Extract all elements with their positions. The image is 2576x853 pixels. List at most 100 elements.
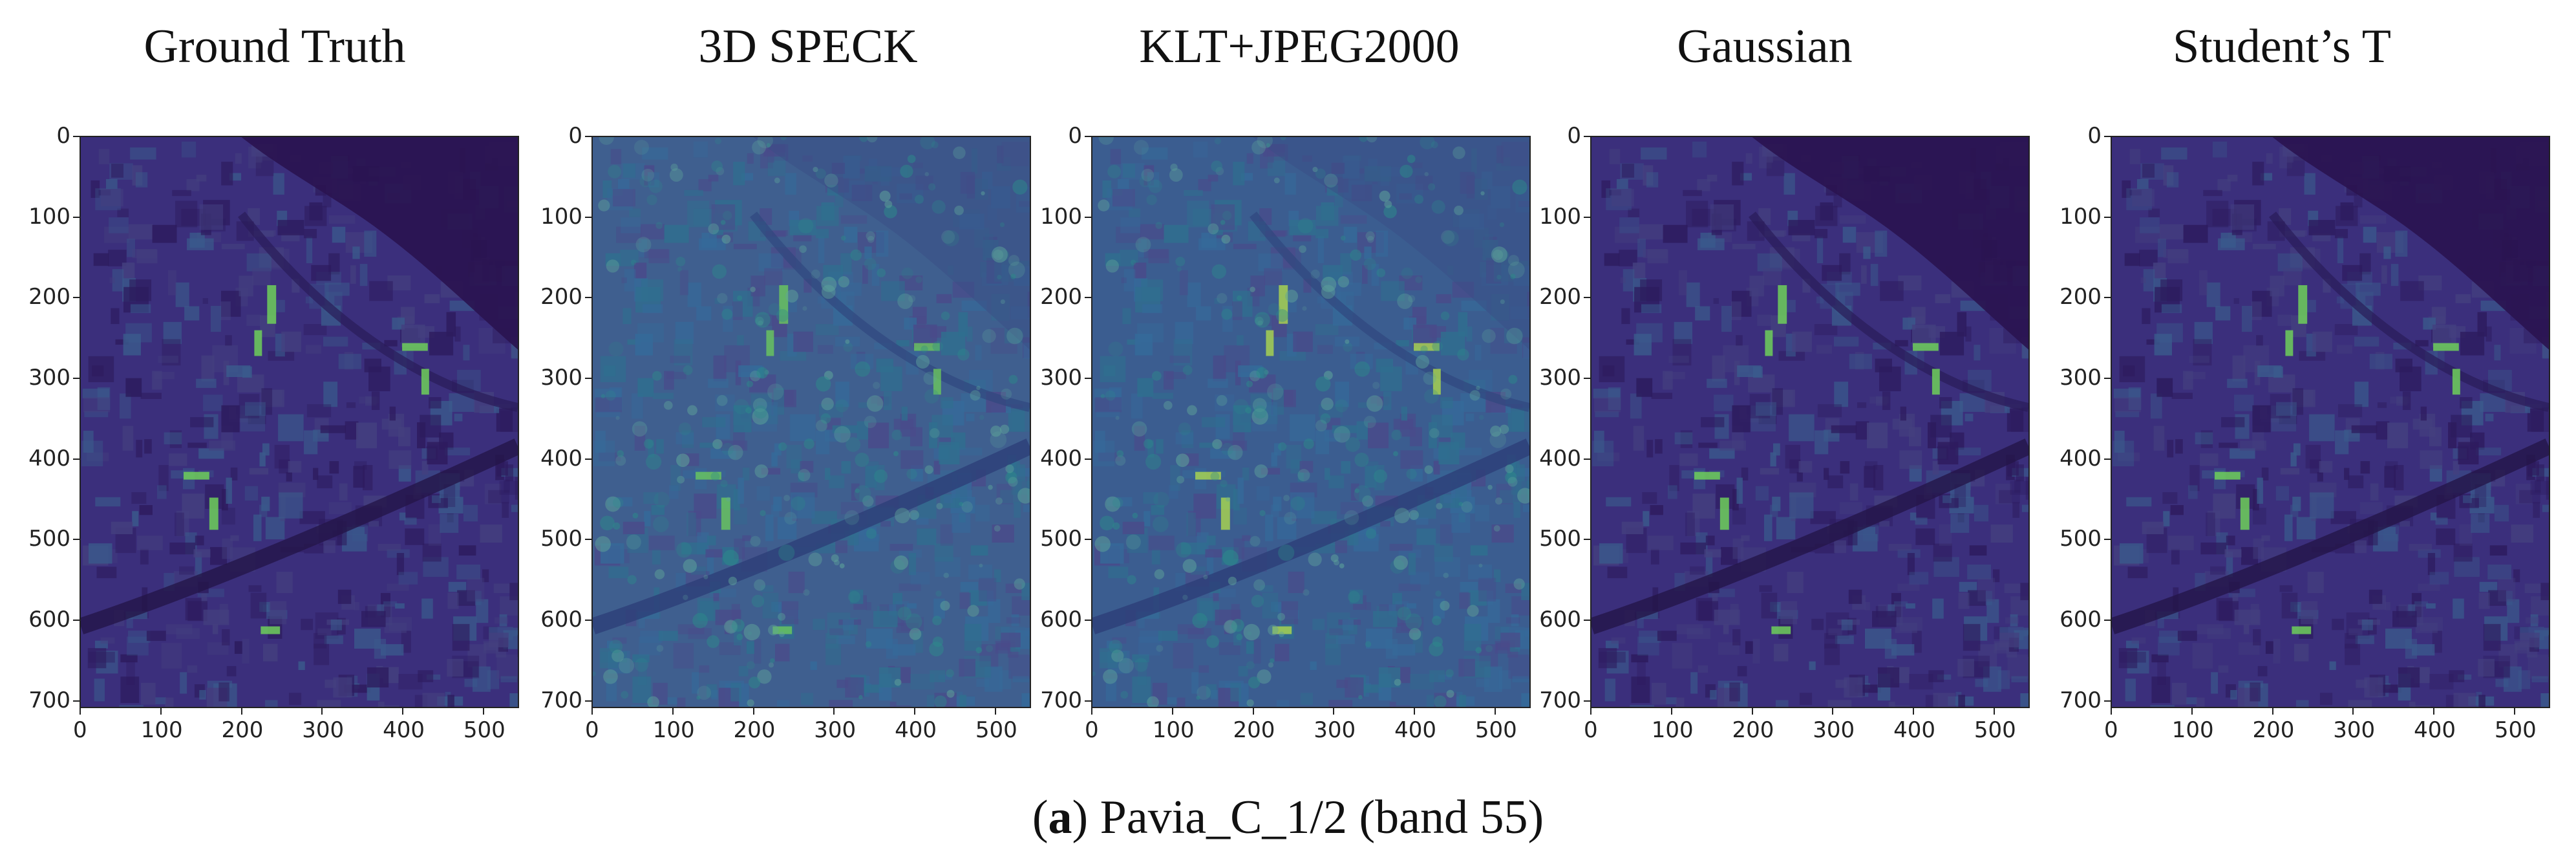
y-tick-label: 0 [1567,123,1581,149]
x-tick-mark [160,708,162,715]
y-tick-label: 100 [28,203,70,230]
x-tick-mark [914,708,916,715]
y-tick-mark [73,458,80,460]
y-tick-label: 100 [1539,203,1581,230]
satellite-image-gauss [1591,137,2028,707]
x-tick-label: 500 [1974,717,2016,743]
x-tick-label: 200 [2252,717,2295,743]
satellite-image-student [2112,137,2549,707]
x-tick-mark [2352,708,2354,715]
y-tick-label: 700 [1539,687,1581,713]
y-tick-mark [1085,458,1091,460]
y-tick-label: 500 [1539,526,1581,552]
y-tick-label: 200 [1539,284,1581,310]
y-tick-label: 300 [1040,364,1082,391]
x-tick-mark [402,708,404,715]
x-tick-label: 200 [733,717,776,743]
y-tick-label: 400 [1539,445,1581,471]
y-tick-mark [1085,700,1091,702]
y-tick-label: 700 [540,687,582,713]
y-tick-mark [73,619,80,621]
x-tick-mark [1252,708,1254,715]
x-tick-label: 100 [1651,717,1694,743]
x-tick-mark [1832,708,1834,715]
x-tick-mark [1091,708,1092,715]
y-tick-label: 200 [2060,284,2102,310]
y-tick-mark [585,619,591,621]
x-tick-mark [591,708,593,715]
y-tick-mark [73,539,80,541]
x-tick-label: 500 [975,717,1017,743]
x-tick-label: 300 [1314,717,1356,743]
y-tick-mark [2104,377,2111,379]
x-tick-mark [994,708,996,715]
satellite-image-gt [81,137,518,707]
y-tick-mark [1584,700,1590,702]
x-tick-label: 200 [1233,717,1275,743]
y-tick-mark [2104,216,2111,218]
y-tick-mark [2104,458,2111,460]
y-tick-mark [1584,539,1590,541]
y-tick-label: 500 [2060,526,2102,552]
x-tick-mark [482,708,484,715]
panel-image-gt [80,136,519,708]
x-tick-label: 0 [585,717,599,743]
y-tick-mark [1584,297,1590,299]
y-tick-label: 400 [1040,445,1082,471]
y-tick-mark [585,216,591,218]
x-tick-label: 500 [2494,717,2537,743]
panel-image-speck [591,136,1031,708]
y-tick-mark [2104,136,2111,137]
x-tick-label: 100 [652,717,695,743]
y-tick-mark [73,297,80,299]
x-tick-mark [1414,708,1416,715]
panel-image-gauss [1590,136,2030,708]
y-tick-mark [1584,377,1590,379]
y-tick-mark [73,216,80,218]
x-tick-mark [2272,708,2273,715]
y-tick-label: 300 [2060,364,2102,391]
y-tick-mark [585,136,591,137]
x-tick-label: 300 [2333,717,2376,743]
x-tick-label: 0 [1085,717,1099,743]
x-tick-mark [2111,708,2112,715]
y-tick-label: 500 [540,526,582,552]
y-tick-mark [2104,619,2111,621]
y-tick-label: 600 [540,606,582,632]
y-tick-mark [1584,216,1590,218]
x-tick-label: 100 [140,717,183,743]
x-tick-mark [240,708,242,715]
y-tick-mark [1085,216,1091,218]
y-tick-label: 200 [28,284,70,310]
x-tick-label: 0 [2104,717,2118,743]
x-tick-label: 500 [463,717,506,743]
x-tick-mark [80,708,81,715]
x-tick-label: 400 [1893,717,1935,743]
x-tick-label: 300 [814,717,857,743]
y-tick-label: 600 [1040,606,1082,632]
x-tick-label: 400 [1394,717,1436,743]
figure-caption: (a) Pavia_C_1/2 (band 55) [1032,791,1544,844]
y-tick-label: 100 [1040,203,1082,230]
y-tick-mark [1085,136,1091,137]
y-tick-mark [585,297,591,299]
y-tick-label: 500 [1040,526,1082,552]
x-tick-mark [752,708,754,715]
y-tick-label: 200 [540,284,582,310]
y-tick-label: 300 [1539,364,1581,391]
x-tick-label: 500 [1474,717,1517,743]
satellite-image-klt [1092,137,1529,707]
y-tick-mark [1584,458,1590,460]
x-tick-mark [833,708,835,715]
y-tick-label: 600 [28,606,70,632]
y-tick-mark [1584,619,1590,621]
x-tick-label: 400 [2414,717,2456,743]
y-tick-mark [585,539,591,541]
x-tick-mark [1333,708,1335,715]
x-tick-mark [2513,708,2515,715]
y-tick-mark [585,377,591,379]
y-tick-label: 100 [2060,203,2102,230]
x-tick-mark [1171,708,1173,715]
y-tick-mark [1085,297,1091,299]
y-tick-label: 700 [1040,687,1082,713]
